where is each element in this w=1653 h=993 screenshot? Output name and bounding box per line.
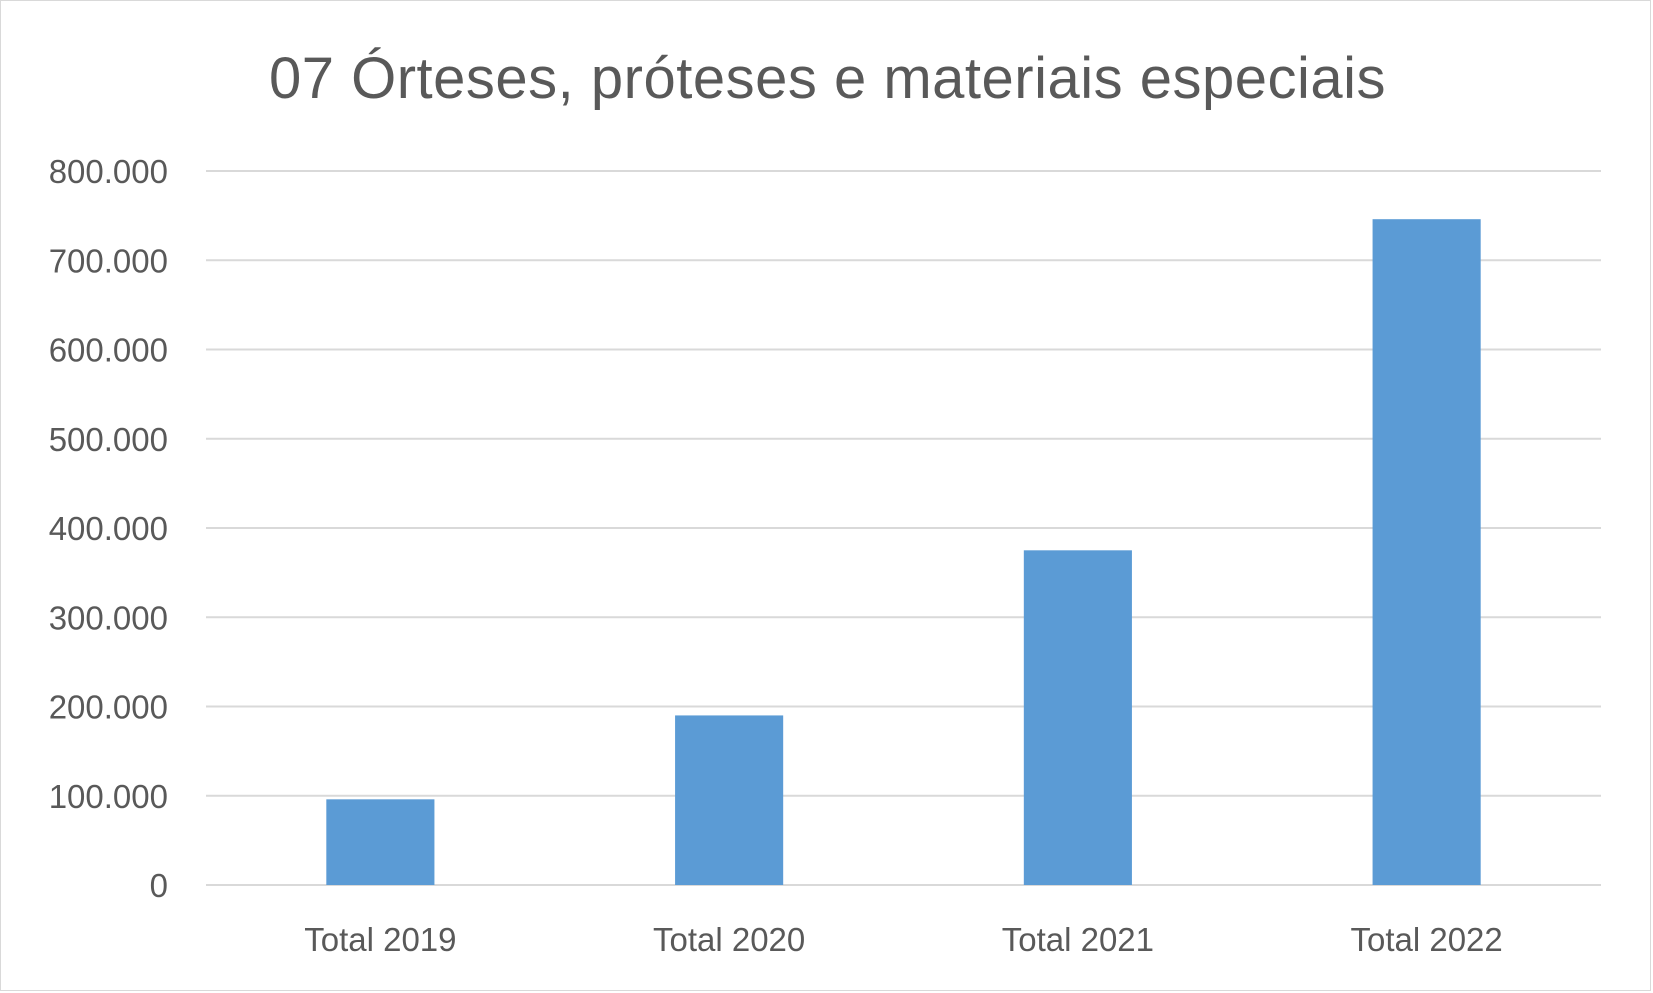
y-tick-label: 500.000	[49, 421, 168, 458]
y-tick-label: 400.000	[49, 510, 168, 547]
bar-total-2022	[1372, 219, 1481, 885]
y-axis-tick-labels: 0 100.000 200.000 300.000 400.000 500.000 600.…	[49, 153, 168, 904]
x-tick-label-total-2020: Total 2020	[653, 921, 805, 958]
bar-total-2019	[326, 799, 435, 885]
x-tick-label-total-2019: Total 2019	[304, 921, 456, 958]
x-axis-tick-labels: Total 2019 Total 2020 Total 2021 Total 2022	[304, 921, 1503, 958]
y-tick-label: 800.000	[49, 153, 168, 190]
y-tick-label: 600.000	[49, 332, 168, 369]
y-tick-label: 0	[150, 867, 168, 904]
y-tick-label: 700.000	[49, 242, 168, 279]
bar-total-2020	[675, 715, 784, 885]
chart-title: 07 Órteses, próteses e materiais especia…	[268, 46, 1387, 111]
bars	[326, 219, 1481, 885]
bar-total-2021	[1023, 550, 1132, 885]
x-tick-label-total-2022: Total 2022	[1350, 921, 1502, 958]
y-tick-label: 200.000	[49, 689, 168, 726]
x-tick-label-total-2021: Total 2021	[1002, 921, 1154, 958]
y-tick-label: 300.000	[49, 599, 168, 636]
gridlines	[206, 170, 1601, 886]
y-tick-label: 100.000	[49, 778, 168, 815]
